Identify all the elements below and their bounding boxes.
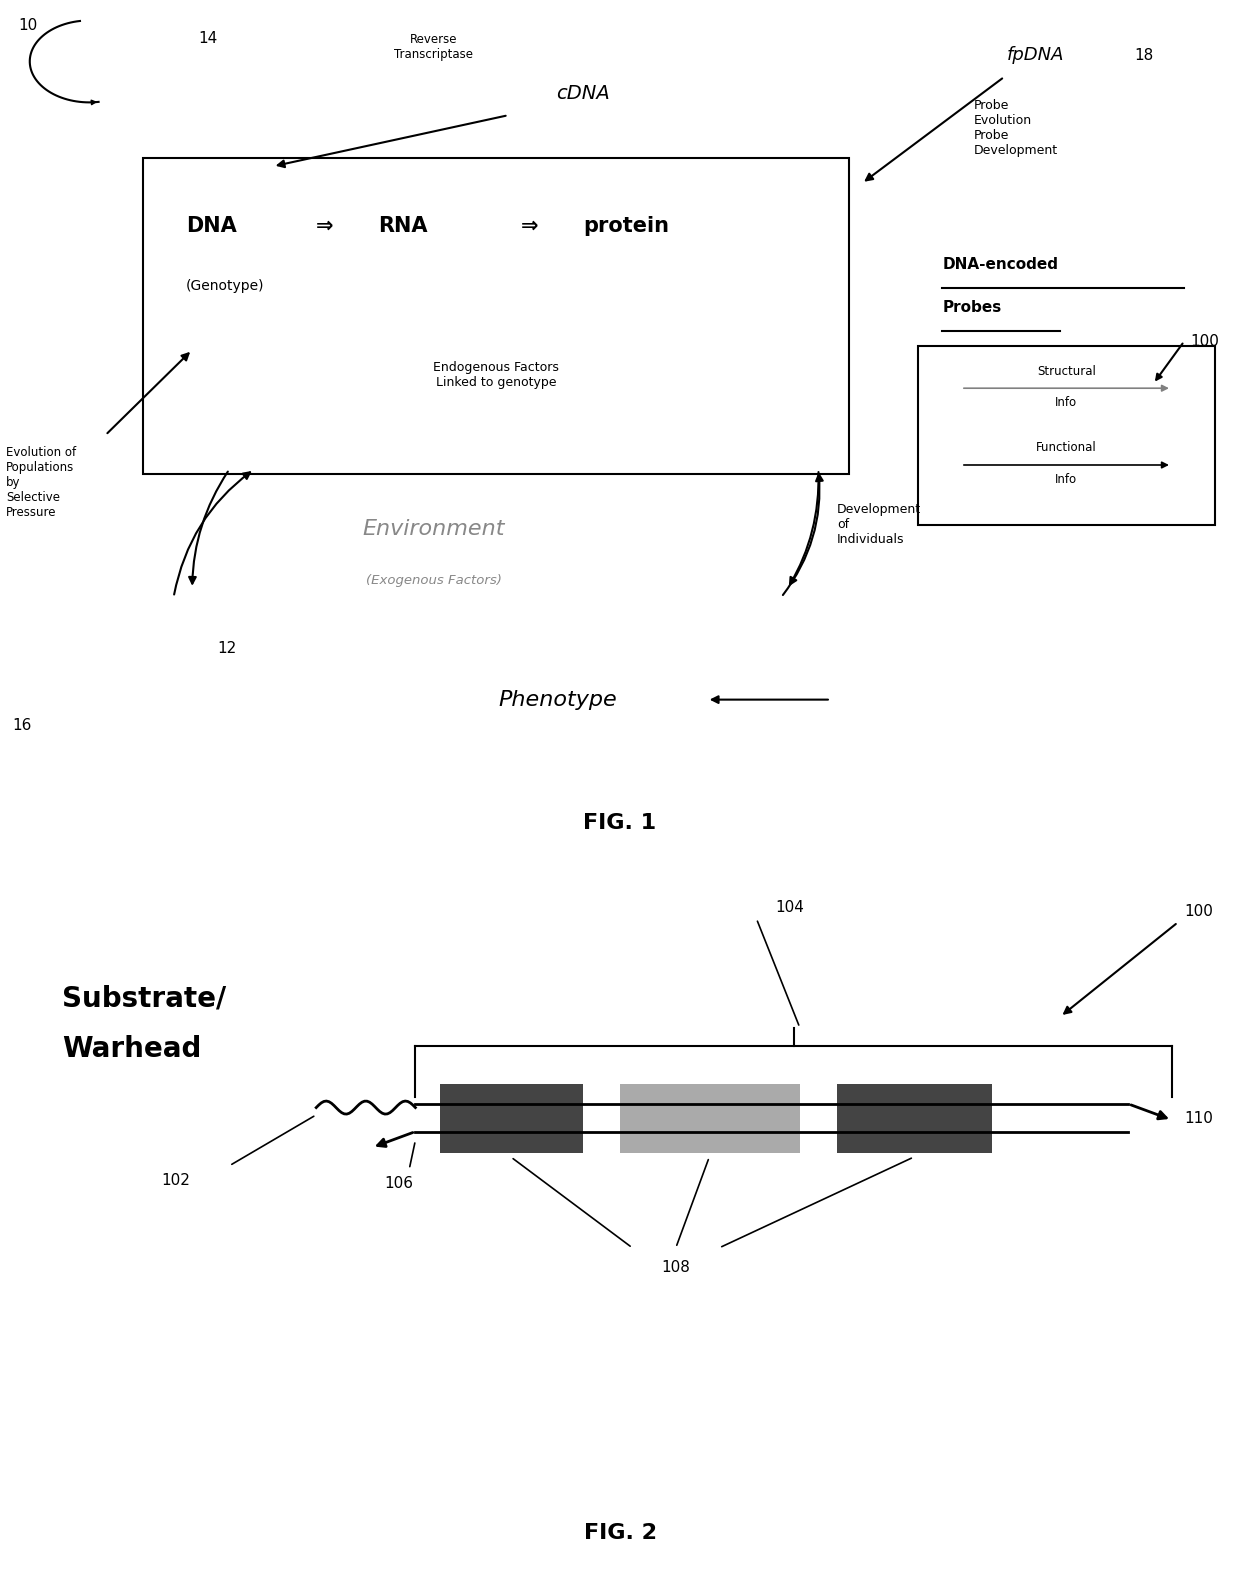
Text: Info: Info [1055, 397, 1078, 409]
Text: cDNA: cDNA [556, 84, 610, 103]
Text: Substrate/: Substrate/ [62, 984, 226, 1013]
Text: 16: 16 [12, 717, 32, 733]
Text: Reverse
Transcriptase: Reverse Transcriptase [394, 33, 474, 62]
Text: (Genotype): (Genotype) [186, 278, 264, 292]
Text: (Exogenous Factors): (Exogenous Factors) [366, 574, 502, 586]
FancyBboxPatch shape [143, 158, 849, 474]
Bar [620, 1111, 800, 1153]
Text: Probes: Probes [942, 300, 1002, 314]
Text: Endogenous Factors
Linked to genotype: Endogenous Factors Linked to genotype [433, 362, 559, 389]
Bar [620, 1084, 800, 1125]
Bar [837, 1111, 992, 1153]
Text: 108: 108 [661, 1259, 691, 1275]
Text: Probe
Evolution
Probe
Development: Probe Evolution Probe Development [973, 100, 1058, 156]
Text: 10: 10 [19, 17, 38, 33]
Text: protein: protein [583, 216, 668, 235]
Text: 12: 12 [217, 641, 237, 656]
Text: Environment: Environment [363, 518, 505, 539]
Text: 102: 102 [161, 1172, 190, 1188]
Text: fpDNA: fpDNA [1007, 46, 1064, 65]
Text: FIG. 2: FIG. 2 [584, 1523, 656, 1542]
Text: 100: 100 [1184, 904, 1213, 920]
Text: Warhead: Warhead [62, 1035, 201, 1063]
Text: DNA: DNA [186, 216, 237, 235]
Text: 100: 100 [1190, 333, 1219, 349]
Text: FIG. 1: FIG. 1 [584, 814, 656, 833]
Text: 18: 18 [1135, 47, 1154, 63]
Text: ⇒: ⇒ [316, 216, 334, 235]
Bar [837, 1084, 992, 1125]
Text: DNA-encoded: DNA-encoded [942, 258, 1059, 272]
Text: 104: 104 [775, 901, 804, 915]
Bar [440, 1111, 583, 1153]
Text: ⇒: ⇒ [521, 216, 538, 235]
FancyBboxPatch shape [918, 346, 1215, 525]
Text: Functional: Functional [1037, 441, 1096, 455]
Text: 106: 106 [384, 1177, 413, 1191]
Text: Phenotype: Phenotype [498, 689, 618, 709]
Bar [440, 1084, 583, 1125]
Text: 110: 110 [1184, 1111, 1213, 1127]
Text: 14: 14 [198, 32, 218, 46]
Text: RNA: RNA [378, 216, 428, 235]
Text: Evolution of
Populations
by
Selective
Pressure: Evolution of Populations by Selective Pr… [6, 446, 77, 518]
Text: Structural: Structural [1037, 365, 1096, 378]
Text: Info: Info [1055, 472, 1078, 487]
Text: Development
of
Individuals: Development of Individuals [837, 502, 921, 547]
